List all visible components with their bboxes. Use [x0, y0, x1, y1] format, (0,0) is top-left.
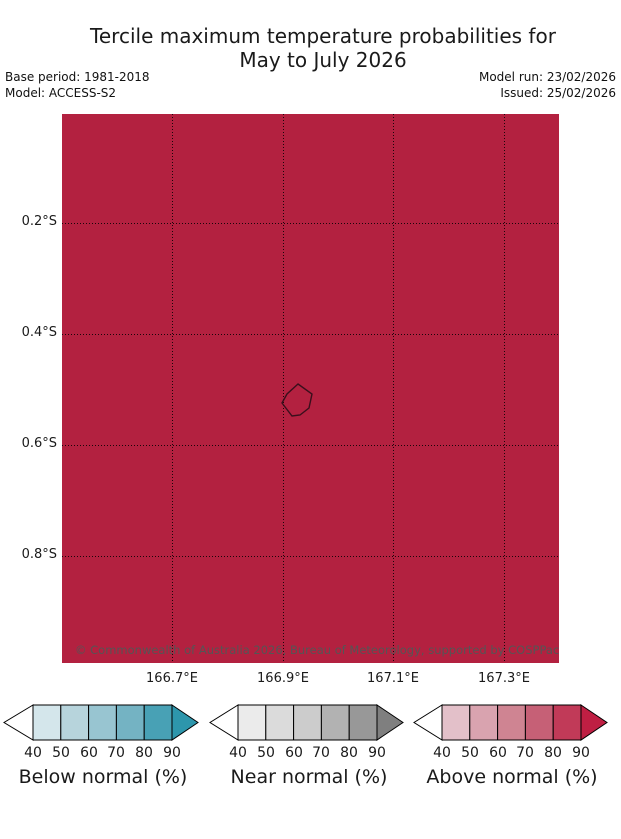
meridian-gridline	[504, 114, 505, 663]
chart-title-line1: Tercile maximum temperature probabilitie…	[90, 24, 556, 48]
colorbar-tick-label: 90	[163, 745, 181, 761]
colorbar-tick-label: 50	[257, 745, 275, 761]
colorbar-segment	[293, 704, 322, 741]
meta-right: Model run: 23/02/2026 Issued: 25/02/2026	[479, 69, 616, 101]
colorbar-tick-label: 40	[24, 745, 42, 761]
y-axis-tick-label: 0.8°S	[21, 547, 57, 562]
colorbar-segment	[32, 704, 62, 741]
map-plot-area: © Commonwealth of Australia 2026, Bureau…	[62, 114, 559, 663]
chart-title: Tercile maximum temperature probabilitie…	[25, 24, 621, 72]
chart-title-line2: May to July 2026	[239, 48, 407, 72]
meridian-gridline	[393, 114, 394, 663]
colorbar-segment	[237, 704, 267, 741]
meridian-gridline	[172, 114, 173, 663]
colorbar-over-arrow	[376, 704, 404, 741]
colorbar-segment	[552, 704, 582, 741]
colorbar-tick-label: 80	[340, 745, 358, 761]
parallel-gridline	[62, 334, 559, 335]
parallel-gridline	[62, 556, 559, 557]
colorbar-segment	[320, 704, 350, 741]
colorbar	[209, 704, 404, 741]
colorbar-tick-label: 60	[80, 745, 98, 761]
colorbar-under-arrow	[413, 704, 443, 741]
meridian-gridline	[283, 114, 284, 663]
colorbar-tick-label: 70	[107, 745, 125, 761]
colorbar-segment	[115, 704, 145, 741]
colorbar	[3, 704, 199, 741]
colorbar	[413, 704, 608, 741]
colorbar-title: Near normal (%)	[230, 766, 388, 788]
colorbar-under-arrow	[209, 704, 239, 741]
colorbar-tick-label: 50	[461, 745, 479, 761]
y-axis-tick-label: 0.4°S	[21, 325, 57, 340]
copyright-text: © Commonwealth of Australia 2026, Bureau…	[75, 643, 559, 657]
colorbar-tick-label: 70	[312, 745, 330, 761]
y-axis-tick-label: 0.2°S	[21, 214, 57, 229]
colorbar-over-arrow	[580, 704, 608, 741]
colorbar-over-arrow	[171, 704, 199, 741]
colorbar-tick-label: 50	[52, 745, 70, 761]
colorbar-title: Above normal (%)	[426, 766, 598, 788]
colorbar-segment	[524, 704, 554, 741]
island-outline-polygon	[281, 383, 313, 417]
colorbar-title: Below normal (%)	[18, 766, 188, 788]
colorbar-segment	[348, 704, 378, 741]
colorbar-tick-label: 60	[285, 745, 303, 761]
colorbar-under-arrow	[3, 704, 34, 741]
model-run-text: Model run: 23/02/2026	[478, 70, 616, 84]
colorbar-segment	[497, 704, 526, 741]
model-text: Model: ACCESS-S2	[5, 86, 117, 100]
colorbar-segment	[88, 704, 117, 741]
x-axis-tick-label: 167.3°E	[478, 671, 530, 686]
colorbar-tick-label: 90	[572, 745, 590, 761]
parallel-gridline	[62, 223, 559, 224]
colorbar-segment	[469, 704, 499, 741]
colorbar-tick-label: 40	[229, 745, 247, 761]
x-axis-tick-label: 167.1°E	[367, 671, 419, 686]
colorbar-tick-label: 80	[544, 745, 562, 761]
base-period-text: Base period: 1981-2018	[5, 70, 150, 84]
colorbar-segment	[60, 704, 90, 741]
x-axis-tick-label: 166.7°E	[146, 671, 198, 686]
colorbar-tick-label: 40	[433, 745, 451, 761]
y-axis-tick-label: 0.6°S	[21, 436, 57, 451]
colorbar-tick-label: 80	[135, 745, 153, 761]
island-outline	[281, 383, 313, 417]
colorbar-segment	[265, 704, 295, 741]
meta-left: Base period: 1981-2018 Model: ACCESS-S2	[5, 69, 150, 101]
parallel-gridline	[62, 445, 559, 446]
colorbar-tick-label: 60	[489, 745, 507, 761]
x-axis-tick-label: 166.9°E	[257, 671, 309, 686]
colorbar-tick-label: 70	[516, 745, 534, 761]
colorbar-segment	[143, 704, 173, 741]
issued-text: Issued: 25/02/2026	[500, 86, 616, 100]
colorbar-tick-label: 90	[368, 745, 386, 761]
colorbar-segment	[441, 704, 471, 741]
